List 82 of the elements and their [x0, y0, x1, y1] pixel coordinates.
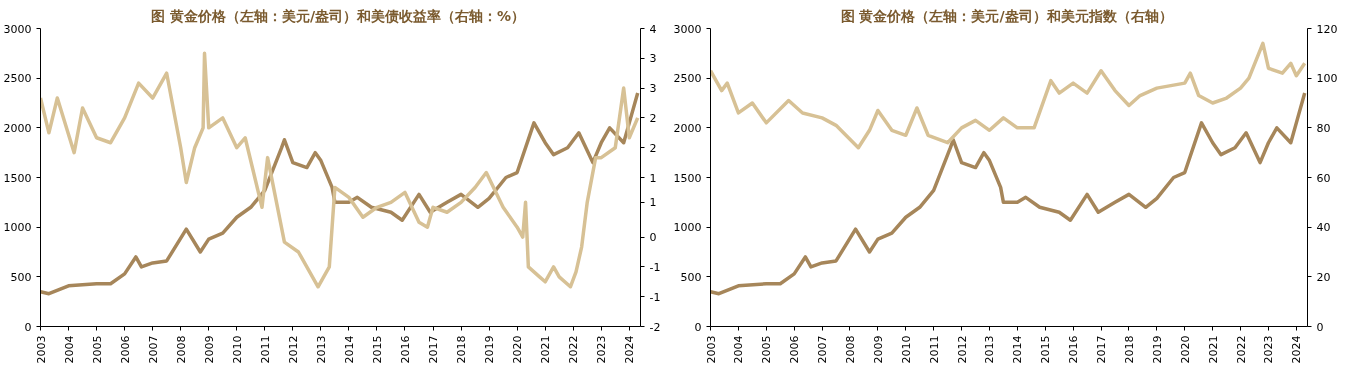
x-tick-label: 2021 [539, 335, 553, 364]
x-tick-label: 2004 [732, 335, 746, 364]
x-tick-label: 2013 [314, 335, 328, 364]
x-tick-label: 2005 [760, 335, 774, 364]
x-tick-label: 2012 [955, 335, 969, 364]
x-tick-label: 2019 [1150, 335, 1164, 364]
x-tick-label: 2016 [1067, 335, 1081, 364]
y2-tick-label: 60 [1316, 171, 1331, 185]
y-tick-label: 0 [694, 320, 702, 334]
x-tick-label: 2023 [595, 335, 609, 364]
y2-tick-label: 2 [649, 111, 657, 125]
y-tick-label: 1500 [3, 171, 32, 185]
x-tick-label: 2006 [118, 335, 132, 364]
y-tick-label: 3000 [3, 22, 32, 36]
y2-tick-label: -1 [649, 260, 661, 274]
y-tick-label: 500 [10, 270, 32, 284]
x-tick-label: 2009 [202, 335, 216, 364]
x-tick-label: 2007 [146, 335, 160, 364]
x-tick-label: 2013 [983, 335, 997, 364]
y-tick-label: 2500 [673, 72, 702, 86]
y2-tick-label: 0 [649, 231, 657, 245]
y2-tick-label: -1 [649, 290, 661, 304]
x-tick-label: 2011 [927, 335, 941, 364]
y2-tick-label: 2 [649, 141, 657, 155]
chart-title: 图 黄金价格（左轴：美元/盎司）和美元指数（右轴） [840, 7, 1173, 24]
x-tick-label: 2004 [62, 335, 76, 364]
y-tick-label: 2000 [673, 121, 702, 135]
y2-tick-label: 40 [1316, 221, 1331, 235]
line-series [710, 41, 1307, 150]
x-tick-label: 2003 [34, 335, 48, 364]
x-tick-label: 2018 [1122, 335, 1136, 364]
y-tick-label: 1000 [3, 221, 32, 235]
x-tick-label: 2011 [258, 335, 272, 364]
y2-tick-label: 80 [1316, 121, 1331, 135]
x-tick-label: 2022 [1234, 335, 1248, 364]
line-series [710, 91, 1307, 296]
y2-tick-label: 120 [1316, 22, 1338, 36]
x-tick-label: 2015 [370, 335, 384, 364]
y-tick-label: 3000 [673, 22, 702, 36]
y2-tick-label: 3 [649, 52, 657, 66]
x-tick-label: 2024 [623, 335, 637, 364]
x-tick-label: 2006 [788, 335, 802, 364]
y2-tick-label: 1 [649, 171, 657, 185]
y2-tick-label: 1 [649, 196, 657, 210]
y2-tick-label: 4 [649, 22, 657, 36]
y2-tick-label: 0 [1316, 320, 1324, 334]
x-tick-label: 2022 [567, 335, 581, 364]
line-series [40, 91, 640, 296]
x-tick-label: 2009 [871, 335, 885, 364]
y-tick-label: 0 [24, 320, 32, 334]
chart-title: 图 黄金价格（左轴：美元/盎司）和美债收益率（右轴：%） [151, 7, 526, 24]
y2-tick-label: 3 [649, 82, 657, 96]
x-tick-label: 2008 [174, 335, 188, 364]
y-tick-label: 2500 [3, 72, 32, 86]
y-tick-label: 1500 [673, 171, 702, 185]
x-tick-label: 2020 [1178, 335, 1192, 364]
x-tick-label: 2023 [1262, 335, 1276, 364]
x-tick-label: 2012 [286, 335, 300, 364]
x-tick-label: 2021 [1206, 335, 1220, 364]
x-tick-label: 2008 [843, 335, 857, 364]
y2-tick-label: 20 [1316, 270, 1331, 284]
x-tick-label: 2024 [1290, 335, 1304, 364]
x-tick-label: 2010 [230, 335, 244, 364]
y-tick-label: 1000 [673, 221, 702, 235]
x-tick-label: 2019 [483, 335, 497, 364]
x-tick-label: 2014 [1011, 335, 1025, 364]
y-tick-label: 500 [680, 270, 702, 284]
x-tick-label: 2005 [90, 335, 104, 364]
line-series [40, 51, 640, 289]
x-tick-label: 2010 [899, 335, 913, 364]
x-tick-label: 2016 [398, 335, 412, 364]
x-tick-label: 2003 [704, 335, 718, 364]
x-tick-label: 2020 [511, 335, 525, 364]
x-tick-label: 2017 [427, 335, 441, 364]
x-tick-label: 2014 [342, 335, 356, 364]
x-tick-label: 2018 [455, 335, 469, 364]
y2-tick-label: 100 [1316, 72, 1338, 86]
y-tick-label: 2000 [3, 121, 32, 135]
x-tick-label: 2007 [816, 335, 830, 364]
x-tick-label: 2017 [1095, 335, 1109, 364]
x-tick-label: 2015 [1039, 335, 1053, 364]
y2-tick-label: -2 [649, 320, 661, 334]
